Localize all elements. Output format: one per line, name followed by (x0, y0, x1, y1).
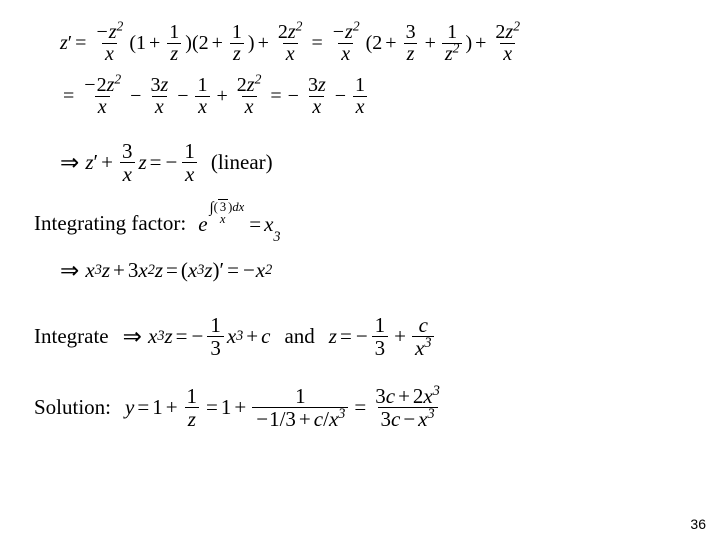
equation-product-rule: ⇒ x3z + 3x2z = (x3z)′ = −x2 (60, 257, 690, 284)
var-z: z (60, 32, 68, 55)
frac-3z-x-b: 3zx (305, 75, 329, 118)
frac-1-x-b: 1x (352, 75, 368, 118)
frac-1-z2: 1z2 (442, 22, 463, 65)
frac-n2z2-x: −2z2 x (80, 75, 124, 118)
intfactor-label: Integrating factor: (34, 211, 186, 236)
solution-line: Solution: y= 1+ 1z = 1+ 1 −1/3+c/x3 = 3c… (34, 385, 690, 430)
page-number: 36 (690, 516, 706, 532)
equation-line-1: z′ = −z2 x (1+ 1z )(2+ 1z )+ 2z2 x = −z2… (60, 22, 690, 65)
frac-1-x-c: 1x (181, 140, 198, 185)
frac-3-z: 3z (403, 22, 419, 65)
integrate-label: Integrate (34, 324, 109, 349)
frac-3z-x: 3zx (147, 75, 171, 118)
frac-big: 1 −1/3+c/x3 (252, 385, 348, 430)
integrating-factor-line: Integrating factor: e ∫(3)dx ∫(x)dx = x3 (34, 211, 690, 237)
linear-label: (linear) (211, 150, 273, 175)
frac-3-x: 3x (119, 140, 136, 185)
frac-neg-z2-x: −z2 x (92, 22, 126, 65)
frac-neg-z2-x-b: −z2 x (329, 22, 363, 65)
equation-line-2: = −2z2 x − 3zx − 1x + 2z2 x = − 3zx − 1x (60, 75, 690, 118)
frac-1-z: 1z (166, 22, 182, 65)
solution-label: Solution: (34, 395, 111, 420)
frac-1-3: 13 (207, 314, 224, 359)
exponent-integral: ∫(3)dx ∫(x)dx (210, 200, 245, 226)
implies-icon: ⇒ (60, 149, 79, 176)
frac-2z2-x-b: 2z2 x (492, 22, 523, 65)
frac-final: 3c+2x3 3c−x3 (372, 385, 443, 430)
frac-c-x3: cx3 (412, 314, 434, 359)
frac-1-z-sol: 1z (184, 385, 201, 430)
prime: ′ (68, 32, 72, 55)
integrate-line: Integrate ⇒ x3z = − 13 x3 +c and z= − 13… (34, 314, 690, 359)
frac-1-z-b: 1z (229, 22, 245, 65)
implies-icon: ⇒ (60, 257, 79, 284)
frac-1-3-b: 13 (372, 314, 389, 359)
frac-2z2-x-c: 2z2 x (234, 75, 265, 118)
page: z′ = −z2 x (1+ 1z )(2+ 1z )+ 2z2 x = −z2… (0, 0, 720, 540)
frac-1-x: 1x (195, 75, 211, 118)
frac-2z2-x: 2z2 x (275, 22, 306, 65)
implies-icon: ⇒ (123, 323, 142, 350)
and-label: and (284, 324, 314, 349)
eq: = (75, 32, 86, 55)
equation-linear: ⇒ z′ + 3x z = − 1x (linear) (60, 140, 690, 185)
